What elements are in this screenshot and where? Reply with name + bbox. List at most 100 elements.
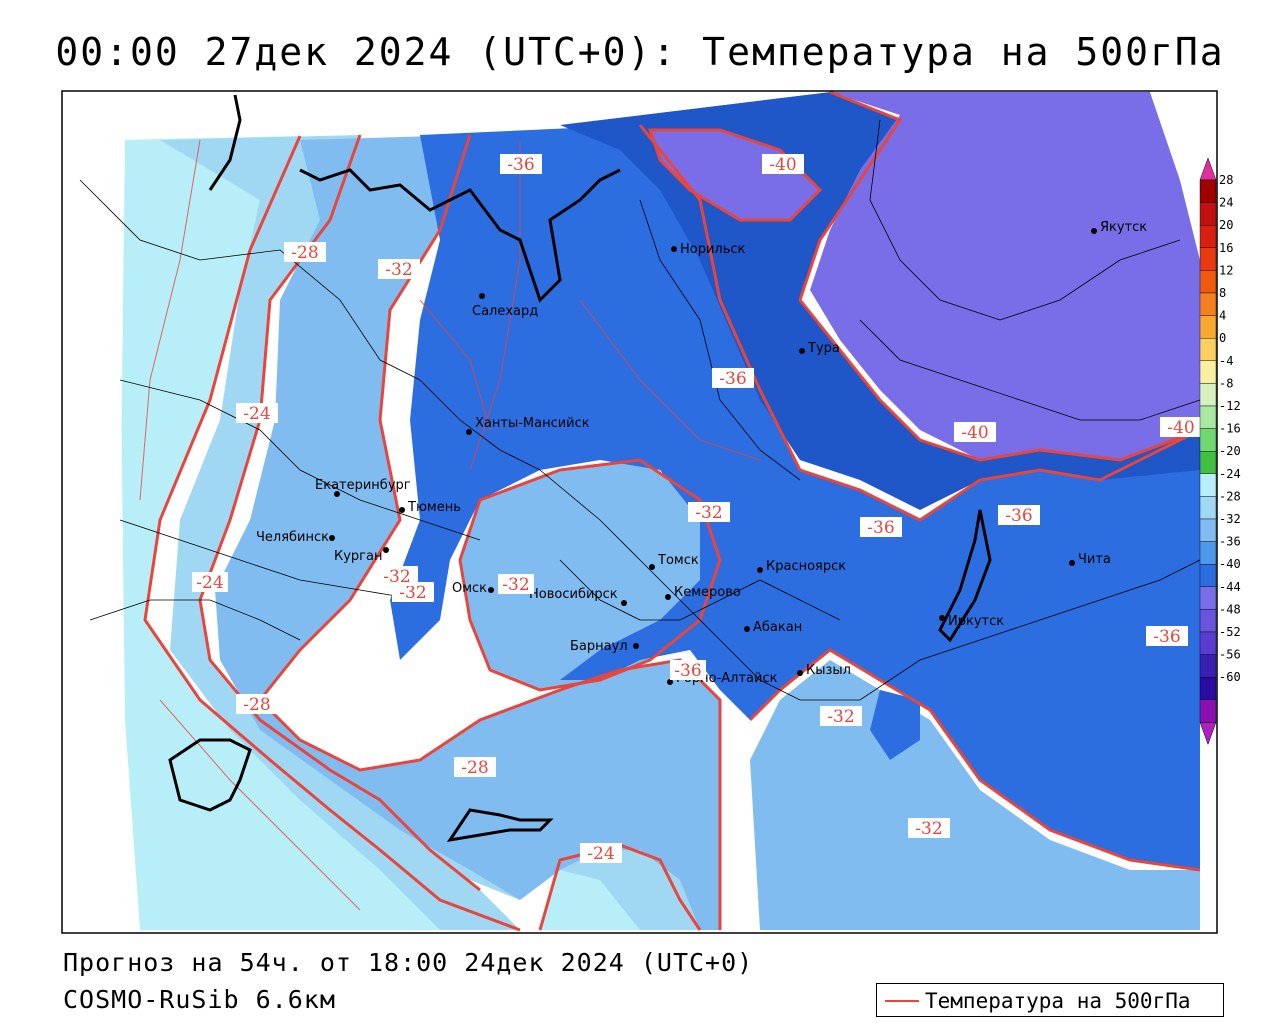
colorbar-swatch	[1199, 699, 1217, 723]
iso-label: -40	[1167, 418, 1194, 438]
iso-label-box	[454, 757, 496, 777]
city-dot-abakan	[744, 626, 750, 632]
legend: Температура на 500гПа	[876, 983, 1224, 1017]
city-dot-tomsk	[649, 564, 655, 570]
city-label-yekaterinburg: Екатеринбург	[315, 478, 411, 493]
forecast-info: Прогноз на 54ч. от 18:00 24дек 2024 (UTC…	[63, 948, 754, 977]
colorbar-swatch	[1199, 383, 1217, 407]
colorbar-tick-label: -28	[1219, 489, 1241, 503]
iso-label: -28	[291, 243, 318, 263]
city-dot-kyzyl	[797, 670, 803, 676]
colorbar-swatch	[1199, 496, 1217, 520]
city-label-krasnoyarsk: Красноярск	[766, 559, 846, 574]
city-dot-khanty-mansiysk	[466, 429, 472, 435]
city-dot-krasnoyarsk	[757, 567, 763, 573]
colorbar-swatch	[1199, 179, 1217, 203]
iso-label-box	[712, 368, 754, 388]
iso-label: -28	[461, 758, 488, 778]
iso-label: -40	[961, 423, 988, 443]
iso-label: -24	[196, 573, 223, 593]
colorbar-tick-label: 0	[1219, 331, 1226, 345]
city-dot-chita	[1069, 560, 1075, 566]
temp-zone-32	[215, 135, 1200, 930]
colorbar-tick-label: -36	[1219, 535, 1241, 549]
city-dot-kemerovo	[665, 594, 671, 600]
city-label-norilsk: Норильск	[680, 242, 746, 257]
iso-label: -40	[769, 155, 796, 175]
isotherm-lines	[143, 90, 1201, 932]
iso-label: -32	[695, 503, 722, 523]
city-label-omsk: Омск	[452, 581, 487, 596]
colorbar-tick-label: -32	[1219, 512, 1241, 526]
colorbar-tick-label: 20	[1219, 218, 1233, 232]
city-label-kyzyl: Кызыл	[806, 663, 851, 678]
colorbar-tick-label: -8	[1219, 376, 1233, 390]
iso-label-box	[1146, 626, 1188, 646]
iso-label-box	[376, 566, 418, 586]
city-label-tura: Тура	[807, 341, 840, 356]
isotherm-value-labels: -36 -40 -28 -32 -36 -24 -40 -40 -32 -36 …	[192, 154, 1202, 864]
temp-zone-28	[160, 135, 520, 930]
iso-label: -32	[827, 707, 854, 727]
colorbar-bottom-cap	[1199, 722, 1217, 746]
colorbar-tick-label: -24	[1219, 467, 1241, 481]
colorbar-tick-label: 28	[1219, 173, 1233, 187]
city-label-chelyabinsk: Челябинск	[256, 530, 329, 545]
colorbar-swatch	[1199, 586, 1217, 610]
colorbar-swatch	[1199, 247, 1217, 271]
city-label-novosibirsk: Новосибирск	[529, 587, 618, 602]
colorbar-swatch	[1199, 564, 1217, 588]
colorbar-tick-label: -52	[1219, 625, 1241, 639]
iso-label-box	[580, 843, 622, 863]
iso-label-box	[236, 694, 278, 714]
colorbar-tick-label: -56	[1219, 648, 1241, 662]
colorbar-swatch	[1199, 292, 1217, 316]
iso-label: -32	[399, 583, 426, 603]
colorbar-swatch	[1199, 518, 1217, 542]
city-dot-gorno-altaysk	[667, 679, 673, 685]
colorbar-tick-label: -16	[1219, 422, 1241, 436]
colorbar-swatch	[1199, 338, 1217, 362]
city-label-irkutsk: Иркутск	[948, 614, 1004, 629]
colorbar-tick-label: -12	[1219, 399, 1241, 413]
colorbar-swatch	[1199, 473, 1217, 497]
iso-label: -24	[587, 844, 614, 864]
city-dot-kurgan	[383, 547, 389, 553]
colorbar-swatch	[1199, 654, 1217, 678]
colorbar-tick-label: 24	[1219, 196, 1233, 210]
iso-label-box	[954, 422, 996, 442]
city-dot-tyumen	[399, 507, 405, 513]
city-dot-irkutsk	[939, 615, 945, 621]
city-dot-yekaterinburg	[334, 491, 340, 497]
model-name: COSMO-RuSib 6.6км	[63, 985, 336, 1014]
colorbar-swatch	[1199, 202, 1217, 226]
colorbar-swatch	[1199, 315, 1217, 339]
iso-label-box	[284, 242, 326, 262]
colorbar-tick-label: 12	[1219, 263, 1233, 277]
colorbar-swatch	[1199, 451, 1217, 475]
coastlines	[168, 94, 992, 843]
city-dot-yakutsk	[1091, 228, 1097, 234]
city-label-salekhard: Салехард	[472, 304, 538, 319]
iso-label-box	[860, 517, 902, 537]
colorbar-tick-label: -48	[1219, 602, 1241, 616]
iso-label-box	[688, 502, 730, 522]
colorbar-swatch	[1199, 360, 1217, 384]
colorbar-tick-label: -44	[1219, 580, 1241, 594]
iso-label-box	[670, 660, 706, 680]
colorbar-swatch	[1199, 224, 1217, 248]
city-dot-salekhard	[479, 293, 485, 299]
colorbar-swatch	[1199, 541, 1217, 565]
iso-label: -24	[243, 404, 270, 424]
temp-zone-36	[390, 125, 1200, 870]
city-label-tomsk: Томск	[657, 553, 699, 568]
iso-label-box	[392, 582, 434, 602]
temp-zone-44-west	[650, 130, 820, 220]
legend-line-swatch	[885, 1000, 919, 1002]
iso-label: -36	[867, 518, 894, 538]
colorbar-tick-label: 16	[1219, 241, 1233, 255]
map-title: 00:00 27дек 2024 (UTC+0): Температура на…	[55, 30, 1225, 74]
city-label-yakutsk: Якутск	[1100, 220, 1147, 235]
colorbar-swatch	[1199, 270, 1217, 294]
